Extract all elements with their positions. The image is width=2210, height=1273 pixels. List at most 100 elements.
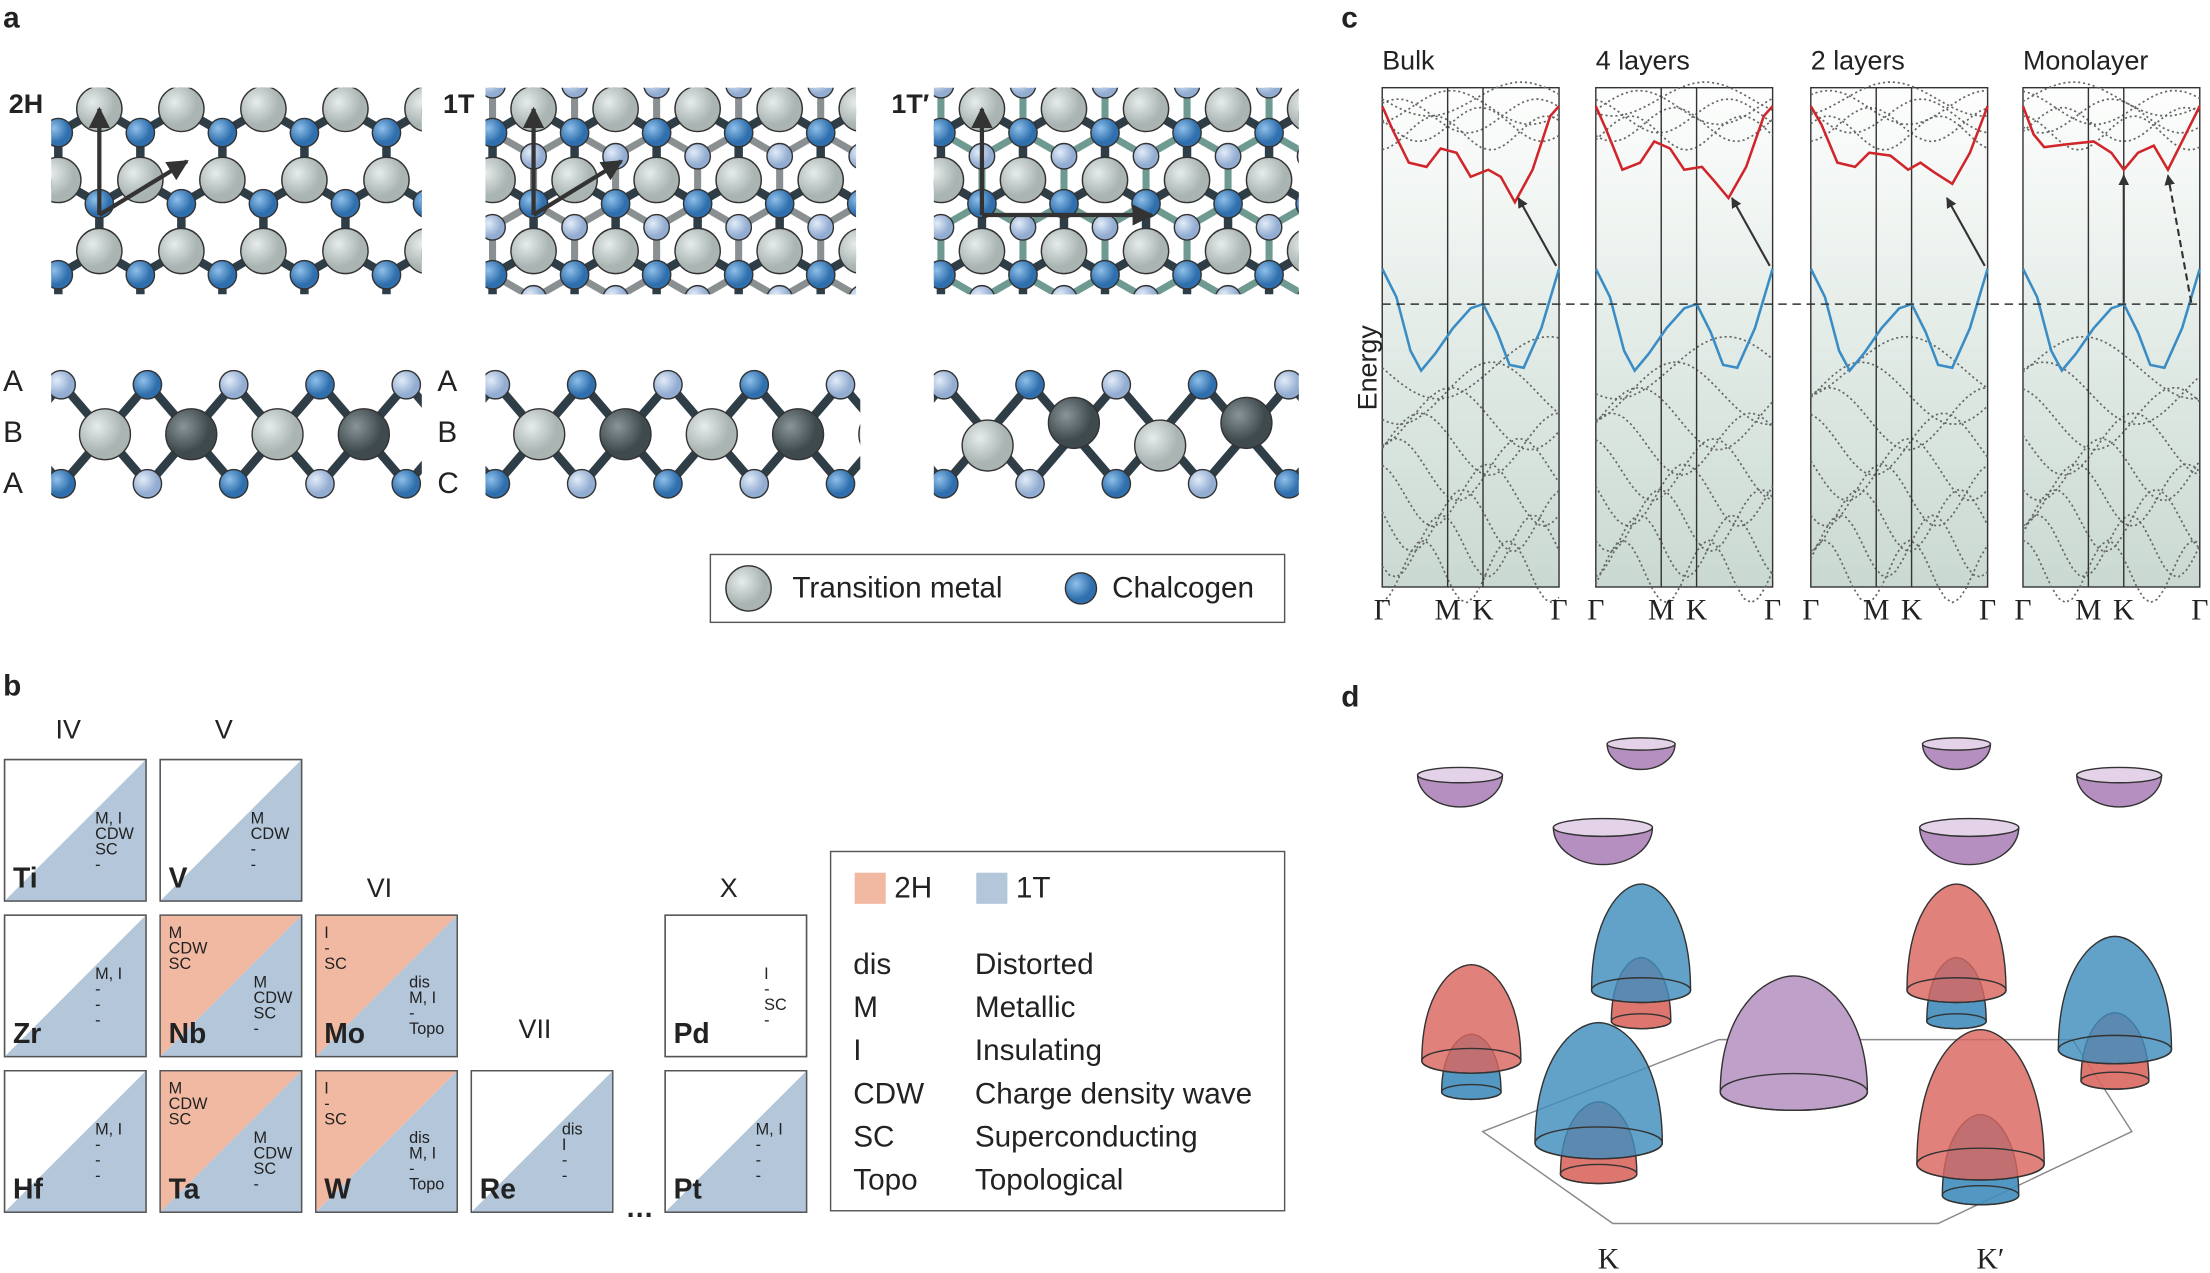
property: - [251, 856, 256, 874]
bond [985, 346, 1026, 370]
abbreviation-meaning: Distorted [975, 948, 1094, 981]
bond [1026, 38, 1067, 62]
bond [695, 61, 736, 85]
chalcogen [1094, 332, 1122, 360]
k-point-label: Γ [2014, 594, 2031, 626]
chalcogen [218, 468, 249, 499]
panel-label: c [1341, 2, 1358, 35]
legend-text: Transition metal [792, 572, 1002, 605]
bond [859, 0, 900, 14]
element-symbol: Hf [13, 1172, 43, 1204]
bond [287, 61, 328, 85]
chalcogen [889, 261, 917, 289]
chalcogen [51, 117, 74, 148]
bond [900, 0, 941, 14]
property: - [254, 1020, 259, 1038]
metal [1047, 396, 1101, 450]
metal [958, 227, 1006, 275]
chalcogen [1133, 284, 1159, 295]
property: SC [324, 955, 347, 973]
metal [771, 408, 825, 461]
element-symbol: Re [480, 1172, 516, 1204]
legend-text: 1T [1016, 872, 1051, 905]
bond [287, 0, 328, 14]
bond [654, 0, 695, 14]
bond [1102, 87, 1104, 89]
chalcogen [766, 284, 793, 295]
phase-1T [315, 1070, 458, 1213]
chalcogen [355, 47, 383, 75]
top-view [3, 0, 797, 360]
bond [1023, 346, 1064, 370]
chalcogen [1009, 0, 1037, 5]
chalcogen [807, 213, 835, 241]
chalcogen [739, 369, 770, 400]
metal [158, 227, 205, 275]
property: - [251, 840, 256, 858]
chalcogen [232, 0, 260, 5]
bond [736, 61, 777, 85]
element-symbol: V [169, 861, 188, 893]
bond [739, 38, 780, 62]
property: M [169, 924, 183, 942]
property: I [562, 1136, 567, 1154]
lattice-vector [98, 159, 189, 217]
ellipsis: … [626, 1191, 654, 1223]
cone-base [1421, 1047, 1522, 1074]
bowl-top [2076, 766, 2163, 784]
chalcogen [681, 0, 709, 5]
chalcogen [413, 332, 441, 360]
chalcogen [126, 0, 154, 5]
chalcogen [289, 259, 320, 290]
bond [884, 385, 926, 435]
structure-label: 1T′ [891, 89, 929, 119]
chalcogen [601, 47, 629, 75]
bond [942, 87, 944, 89]
bond [818, 346, 859, 370]
chalcogen [3, 190, 31, 218]
side-view [933, 369, 1299, 499]
metal [1133, 419, 1187, 472]
chalcogen [931, 1, 956, 26]
element-symbol: Mo [324, 1017, 365, 1049]
chalcogen [1255, 87, 1283, 99]
panel-label: d [1341, 681, 1359, 714]
bond [205, 61, 246, 85]
property: - [95, 1152, 100, 1170]
metal [1044, 299, 1089, 344]
metal [692, 299, 737, 344]
chalcogen [1255, 213, 1283, 241]
bond [739, 0, 780, 14]
bowl-top [1416, 766, 1504, 784]
bond [859, 275, 900, 299]
bond [576, 87, 578, 89]
property: M, I [95, 1120, 122, 1138]
band-dotted [1810, 106, 1988, 143]
lattice-vector [532, 159, 624, 217]
metal [933, 156, 965, 204]
metal [1082, 299, 1127, 344]
band-dotted [1381, 463, 1560, 528]
chalcogen [495, 332, 523, 360]
abbreviation-meaning: Superconducting [975, 1120, 1198, 1153]
bond [1556, 417, 1597, 441]
cone [2057, 935, 2173, 1065]
abbreviation: I [853, 1034, 861, 1067]
k-point-label: M [2075, 594, 2101, 626]
bond [1228, 346, 1269, 370]
bond [469, 38, 510, 62]
cell-border [664, 914, 808, 1058]
chalcogen [1214, 332, 1242, 360]
chalcogen [739, 468, 770, 499]
chalcogen [1296, 332, 1324, 360]
bond [756, 322, 797, 346]
bond [592, 38, 633, 62]
metal [880, 15, 925, 60]
chalcogen [1136, 357, 1161, 382]
band-dotted [2022, 513, 2201, 578]
bond [1064, 322, 1105, 346]
bond [900, 417, 941, 441]
bond [1184, 87, 1186, 89]
chalcogen [1338, 215, 1363, 240]
property: - [764, 980, 769, 998]
